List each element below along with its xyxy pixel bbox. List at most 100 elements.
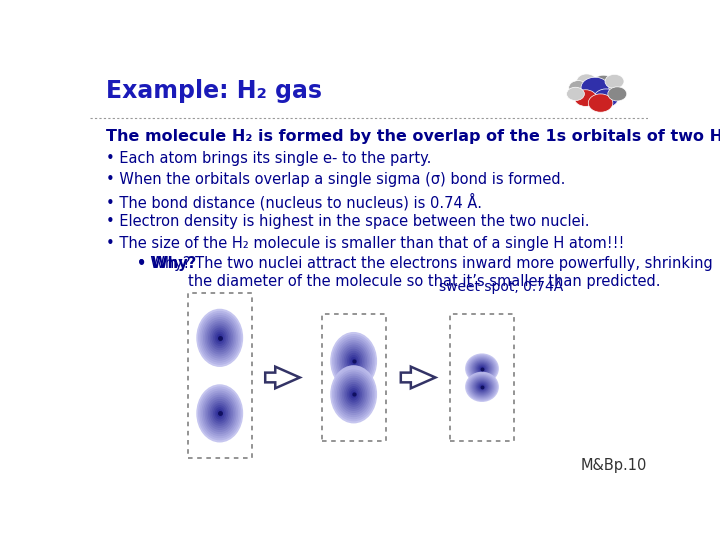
Ellipse shape bbox=[567, 87, 585, 100]
Ellipse shape bbox=[341, 377, 367, 411]
Ellipse shape bbox=[467, 373, 498, 401]
Ellipse shape bbox=[470, 357, 494, 380]
Text: sweet spot, 0.74Å: sweet spot, 0.74Å bbox=[438, 278, 563, 294]
Ellipse shape bbox=[210, 401, 230, 426]
Polygon shape bbox=[265, 367, 300, 388]
Ellipse shape bbox=[342, 380, 365, 409]
Ellipse shape bbox=[202, 315, 238, 361]
Ellipse shape bbox=[471, 377, 493, 396]
Ellipse shape bbox=[577, 74, 597, 89]
Ellipse shape bbox=[337, 340, 370, 382]
Ellipse shape bbox=[217, 409, 223, 417]
Ellipse shape bbox=[474, 379, 490, 394]
Ellipse shape bbox=[204, 395, 235, 432]
Bar bbox=[188, 294, 252, 458]
Ellipse shape bbox=[474, 380, 489, 393]
Ellipse shape bbox=[471, 359, 493, 379]
Ellipse shape bbox=[330, 332, 377, 390]
Ellipse shape bbox=[333, 336, 374, 386]
Ellipse shape bbox=[587, 85, 609, 102]
Ellipse shape bbox=[198, 311, 241, 365]
Ellipse shape bbox=[476, 363, 488, 374]
Ellipse shape bbox=[465, 372, 499, 402]
Ellipse shape bbox=[575, 90, 597, 106]
Ellipse shape bbox=[480, 384, 485, 389]
Ellipse shape bbox=[343, 382, 364, 407]
Ellipse shape bbox=[569, 80, 588, 94]
Ellipse shape bbox=[341, 345, 367, 377]
Ellipse shape bbox=[203, 317, 236, 359]
Text: Example: H₂ gas: Example: H₂ gas bbox=[106, 79, 322, 103]
Polygon shape bbox=[401, 367, 436, 388]
Ellipse shape bbox=[217, 334, 223, 342]
Ellipse shape bbox=[213, 405, 226, 422]
Ellipse shape bbox=[467, 374, 497, 400]
Text: • The bond distance (nucleus to nucleus) is 0.74 Å.: • The bond distance (nucleus to nucleus)… bbox=[106, 193, 482, 211]
Ellipse shape bbox=[588, 94, 613, 112]
Ellipse shape bbox=[333, 369, 374, 419]
Ellipse shape bbox=[477, 364, 487, 373]
Ellipse shape bbox=[199, 388, 240, 438]
Ellipse shape bbox=[336, 338, 372, 384]
Ellipse shape bbox=[470, 376, 494, 397]
Ellipse shape bbox=[197, 309, 243, 367]
Text: • Each atom brings its single e- to the party.: • Each atom brings its single e- to the … bbox=[106, 151, 431, 166]
Ellipse shape bbox=[197, 384, 243, 442]
Ellipse shape bbox=[348, 355, 359, 367]
Ellipse shape bbox=[213, 329, 226, 346]
Ellipse shape bbox=[351, 357, 357, 365]
Text: • Electron density is highest in the space between the two nuclei.: • Electron density is highest in the spa… bbox=[106, 214, 589, 228]
Ellipse shape bbox=[218, 336, 222, 340]
Ellipse shape bbox=[208, 399, 231, 428]
Ellipse shape bbox=[474, 361, 490, 376]
Ellipse shape bbox=[208, 323, 231, 353]
Ellipse shape bbox=[207, 321, 233, 354]
Ellipse shape bbox=[467, 355, 497, 382]
Text: • The size of the H₂ molecule is smaller than that of a single H atom!!!: • The size of the H₂ molecule is smaller… bbox=[106, 236, 624, 251]
Ellipse shape bbox=[581, 77, 609, 98]
Ellipse shape bbox=[465, 353, 499, 384]
Ellipse shape bbox=[474, 362, 489, 375]
Ellipse shape bbox=[593, 75, 615, 92]
Ellipse shape bbox=[352, 359, 356, 363]
Ellipse shape bbox=[218, 411, 222, 415]
Text: • When the orbitals overlap a single sigma (σ) bond is formed.: • When the orbitals overlap a single sig… bbox=[106, 172, 565, 187]
Ellipse shape bbox=[469, 356, 495, 381]
Text: The molecule H₂ is formed by the overlap of the 1s orbitals of two H atoms.: The molecule H₂ is formed by the overlap… bbox=[106, 129, 720, 144]
Ellipse shape bbox=[215, 332, 225, 344]
Ellipse shape bbox=[337, 374, 370, 415]
Text: • Why?: • Why? bbox=[138, 256, 197, 271]
Ellipse shape bbox=[472, 360, 492, 377]
Ellipse shape bbox=[203, 393, 236, 434]
Ellipse shape bbox=[330, 365, 377, 423]
Ellipse shape bbox=[202, 390, 238, 436]
Ellipse shape bbox=[212, 403, 228, 424]
Ellipse shape bbox=[338, 376, 369, 413]
Ellipse shape bbox=[346, 350, 362, 372]
Ellipse shape bbox=[199, 313, 240, 363]
Text: • Why? The two nuclei attract the electrons inward more powerfully, shrinking: • Why? The two nuclei attract the electr… bbox=[138, 256, 714, 271]
Bar bbox=[450, 314, 514, 441]
Ellipse shape bbox=[608, 87, 627, 101]
Ellipse shape bbox=[212, 327, 228, 348]
Ellipse shape bbox=[332, 334, 375, 388]
Ellipse shape bbox=[336, 372, 372, 417]
Ellipse shape bbox=[481, 386, 483, 388]
Bar bbox=[322, 314, 386, 441]
Ellipse shape bbox=[477, 382, 487, 391]
Ellipse shape bbox=[210, 326, 230, 350]
Ellipse shape bbox=[480, 366, 485, 370]
Text: M&Bp.10: M&Bp.10 bbox=[581, 458, 647, 473]
Ellipse shape bbox=[198, 386, 241, 441]
Ellipse shape bbox=[352, 392, 356, 396]
Ellipse shape bbox=[343, 349, 364, 374]
Ellipse shape bbox=[577, 82, 602, 100]
Ellipse shape bbox=[469, 375, 495, 399]
Ellipse shape bbox=[346, 384, 362, 404]
Ellipse shape bbox=[347, 386, 360, 403]
Ellipse shape bbox=[351, 390, 357, 399]
Ellipse shape bbox=[348, 388, 359, 401]
Ellipse shape bbox=[594, 89, 618, 107]
Ellipse shape bbox=[342, 347, 365, 376]
Text: the diameter of the molecule so that it’s smaller than predicted.: the diameter of the molecule so that it’… bbox=[188, 274, 660, 289]
